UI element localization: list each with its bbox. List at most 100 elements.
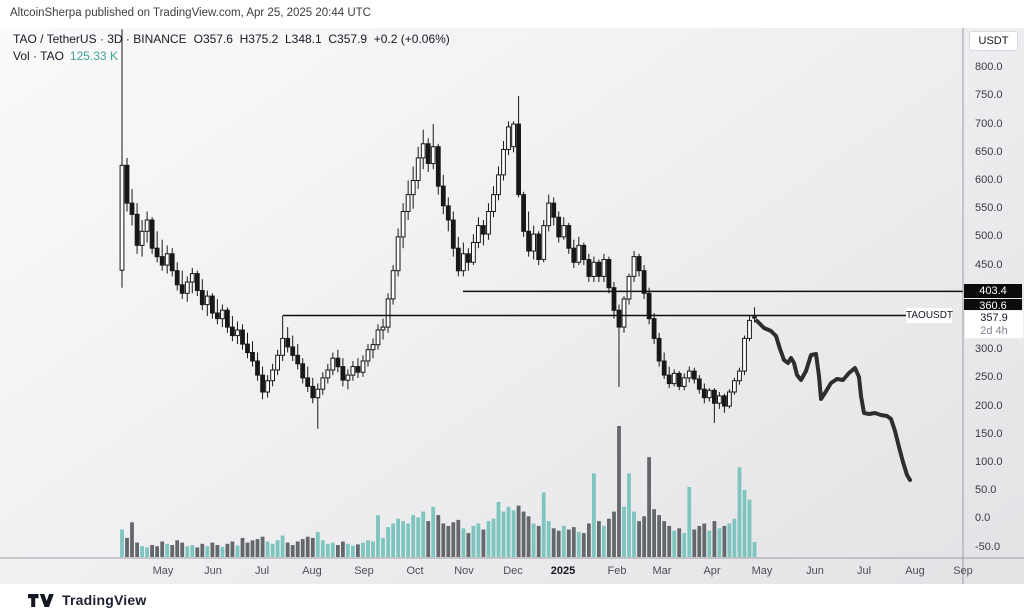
volume-bar	[391, 523, 395, 557]
volume-bar	[265, 541, 270, 557]
candle-up	[430, 146, 436, 165]
candle-up	[727, 391, 732, 407]
candle-up	[400, 211, 406, 238]
volume-bar	[747, 499, 752, 557]
volume-bar	[401, 521, 405, 557]
bar-countdown: 2d 4h	[980, 325, 1008, 337]
volume-bar	[175, 540, 180, 557]
volume-bar	[607, 518, 611, 557]
candle-down	[215, 312, 220, 320]
candle-down	[611, 287, 617, 311]
volume-bar	[351, 545, 355, 557]
volume-bar	[245, 542, 250, 557]
symbol-title: TAO / TetherUS · 3D · BINANCE	[13, 32, 187, 46]
volume-bar	[190, 545, 195, 557]
time-axis-label: Oct	[406, 565, 424, 577]
candle-up	[626, 275, 632, 300]
volume-bar	[486, 521, 491, 557]
time-axis-label: Apr	[703, 565, 721, 577]
candle-down	[536, 233, 542, 261]
volume-bar	[396, 518, 400, 557]
candle-down	[606, 259, 612, 289]
candle-down	[355, 366, 361, 373]
candle-up	[681, 377, 687, 387]
candle-up	[325, 369, 331, 379]
candle-up	[420, 143, 426, 159]
candle-up	[330, 357, 336, 371]
candle-up	[561, 225, 567, 238]
volume-value: 125.33 K	[69, 49, 118, 63]
volume-bar	[225, 543, 230, 557]
volume-bar	[165, 543, 170, 557]
candle-down	[641, 270, 647, 294]
projection-drawing[interactable]	[755, 319, 912, 482]
price-tick-label: 700.0	[975, 117, 1003, 130]
volume-label: Vol · TAO	[13, 49, 64, 63]
candle-down	[571, 247, 577, 263]
volume-bar	[130, 522, 134, 557]
footer-bar: TradingView	[0, 584, 1024, 616]
candle-up	[591, 261, 597, 277]
candle-down	[551, 202, 557, 218]
volume-bar	[672, 530, 677, 557]
time-axis-label: Nov	[454, 565, 474, 577]
volume-bar	[300, 539, 305, 557]
volume-bar	[657, 515, 661, 557]
volume-bar	[682, 533, 687, 557]
candle-up	[315, 388, 321, 399]
volume-bar	[200, 543, 205, 557]
candle-up	[265, 380, 271, 393]
symbol-price-line-label: TAOUSDT	[906, 308, 954, 323]
volume-bar	[461, 528, 466, 557]
volume-bar	[150, 545, 154, 557]
candle-up	[576, 244, 582, 263]
candle-down	[661, 360, 667, 376]
candle-up	[385, 298, 391, 328]
candle-down	[225, 309, 230, 328]
volume-bar	[516, 505, 521, 557]
ohlc-values: O357.6 H375.2 L348.1 C357.9 +0.2 (+0.06%…	[193, 32, 450, 46]
candle-up	[365, 349, 371, 362]
volume-bar	[180, 542, 185, 557]
volume-bar	[361, 542, 365, 557]
tradingview-logo-text: TradingView	[62, 592, 147, 608]
currency-unit-button[interactable]: USDT	[969, 31, 1018, 51]
volume-bar	[255, 539, 260, 557]
time-axis-label: Jul	[856, 565, 872, 577]
volume-bar	[411, 515, 416, 557]
volume-bar	[456, 519, 461, 557]
candle-up	[410, 180, 416, 196]
volume-bar	[341, 541, 345, 557]
volume-bar	[195, 547, 200, 557]
chart-background	[0, 28, 1024, 584]
volume-bar	[406, 523, 410, 557]
candle-down	[179, 284, 185, 294]
time-axis-label: Jul	[254, 565, 270, 577]
attribution-text: AltcoinSherpa published on TradingView.c…	[10, 7, 371, 19]
tradingview-logo[interactable]: TradingView	[28, 592, 146, 608]
volume-bar	[576, 531, 581, 557]
candle-up	[496, 174, 501, 196]
volume-bar	[376, 515, 380, 557]
candle-down	[526, 230, 532, 252]
candle-down	[300, 363, 306, 379]
candle-up	[380, 326, 386, 331]
volume-bar	[561, 525, 566, 557]
candle-up	[747, 319, 752, 339]
candle-up	[491, 194, 496, 213]
price-tick-label: 600.0	[975, 174, 1003, 186]
candle-up	[164, 253, 170, 266]
volume-bar	[717, 528, 722, 557]
volume-bar	[697, 525, 702, 557]
volume-bar	[581, 533, 586, 557]
price-badge-360: 360.6	[964, 298, 1022, 313]
volume-bar	[551, 528, 556, 557]
candle-up	[686, 370, 692, 379]
volume-bar	[145, 547, 149, 557]
candle-up	[350, 366, 356, 376]
volume-bar	[436, 515, 441, 557]
volume-bar	[737, 467, 742, 557]
time-axis-label: Feb	[607, 565, 627, 577]
candle-down	[335, 357, 341, 368]
